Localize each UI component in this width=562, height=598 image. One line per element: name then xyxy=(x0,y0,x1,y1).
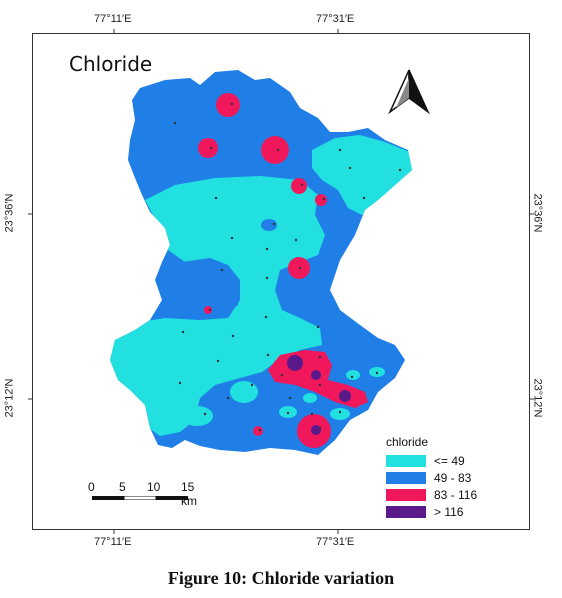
legend-swatch xyxy=(386,454,426,467)
legend-swatch xyxy=(386,505,426,518)
zone-low-south-4 xyxy=(303,393,317,403)
scale-label: 5 xyxy=(119,480,126,494)
legend-item: 83 - 116 xyxy=(386,486,496,503)
zone-very-high-3 xyxy=(339,390,351,402)
legend-label: <= 49 xyxy=(434,453,465,468)
zone-low-south-2 xyxy=(230,381,258,403)
legend-title: chloride xyxy=(386,435,429,449)
graticule-ticks xyxy=(28,29,534,534)
zone-high-7 xyxy=(204,306,212,314)
scale-bar xyxy=(92,496,188,500)
longitude-label-top-2: 77°31′E xyxy=(316,13,355,25)
zone-high-8 xyxy=(253,426,263,436)
legend-label: > 116 xyxy=(434,504,464,519)
longitude-label-bottom-2: 77°31′E xyxy=(316,536,355,548)
zone-high-3 xyxy=(261,136,289,164)
scale-label: 10 xyxy=(147,480,161,494)
zone-high-2 xyxy=(198,138,218,158)
scale-label: 15 km xyxy=(181,480,197,508)
zone-mid-island xyxy=(261,219,277,231)
map-title: Chloride xyxy=(69,52,153,76)
legend-swatch xyxy=(386,471,426,484)
zone-low-central xyxy=(110,176,325,436)
sample-points xyxy=(173,102,402,432)
zone-high-5 xyxy=(315,194,327,206)
zone-low-south-5 xyxy=(346,370,360,380)
legend-swatch xyxy=(386,488,426,501)
zone-very-high-1 xyxy=(287,355,303,371)
longitude-label-top-1: 77°11′E xyxy=(94,13,132,25)
zone-very-high-4 xyxy=(311,425,321,435)
zone-low-southeast xyxy=(330,408,350,420)
zone-low-south xyxy=(181,406,213,426)
legend-item: <= 49 xyxy=(386,452,496,469)
legend-label: 49 - 83 xyxy=(434,470,472,485)
legend-item: 49 - 83 xyxy=(386,469,496,486)
zone-mid-west xyxy=(180,258,240,320)
legend-label: 83 - 116 xyxy=(434,487,478,502)
scale-label: 0 xyxy=(88,480,95,494)
zone-high-1 xyxy=(216,93,240,117)
zone-high-4 xyxy=(291,178,307,194)
zone-very-high-2 xyxy=(311,370,321,380)
north-arrow-icon xyxy=(388,69,430,115)
legend-item: > 116 xyxy=(386,503,496,520)
figure-caption: Figure 10: Chloride variation xyxy=(167,568,395,588)
map-legend: chloride <= 49 49 - 83 83 - 116 > 116 xyxy=(386,435,496,520)
longitude-label-bottom-1: 77°11′E xyxy=(94,536,132,548)
